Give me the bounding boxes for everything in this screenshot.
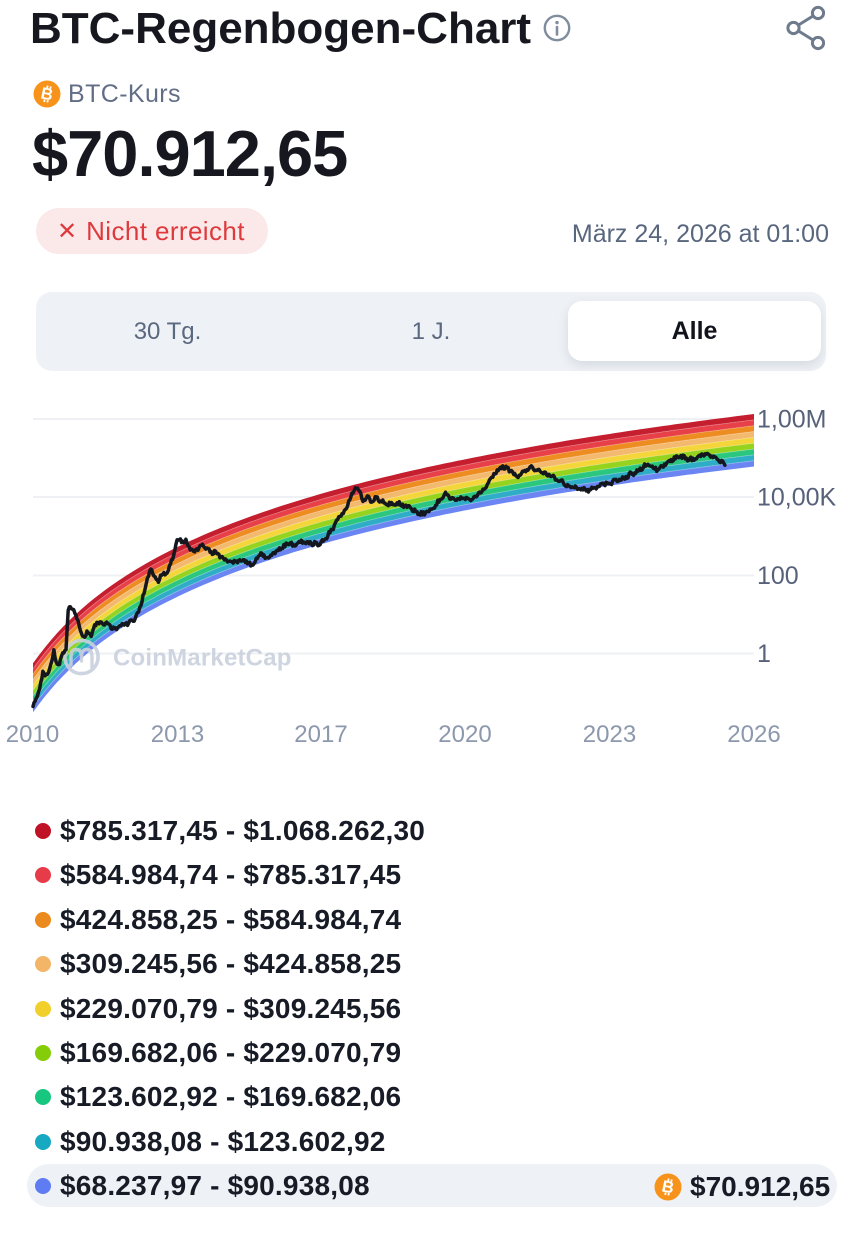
svg-text:2010: 2010 <box>6 721 59 748</box>
svg-text:CoinMarketCap: CoinMarketCap <box>113 645 292 672</box>
svg-text:10,00K: 10,00K <box>757 484 837 512</box>
svg-text:100: 100 <box>757 562 799 590</box>
svg-text:2023: 2023 <box>583 721 636 748</box>
svg-text:B: B <box>660 1177 675 1197</box>
svg-text:B: B <box>39 84 54 104</box>
svg-text:1: 1 <box>757 640 771 668</box>
svg-text:2013: 2013 <box>151 721 204 748</box>
svg-text:2017: 2017 <box>294 721 347 748</box>
svg-text:2020: 2020 <box>438 721 491 748</box>
svg-text:1,00M: 1,00M <box>757 406 826 434</box>
svg-text:2026: 2026 <box>727 721 780 748</box>
